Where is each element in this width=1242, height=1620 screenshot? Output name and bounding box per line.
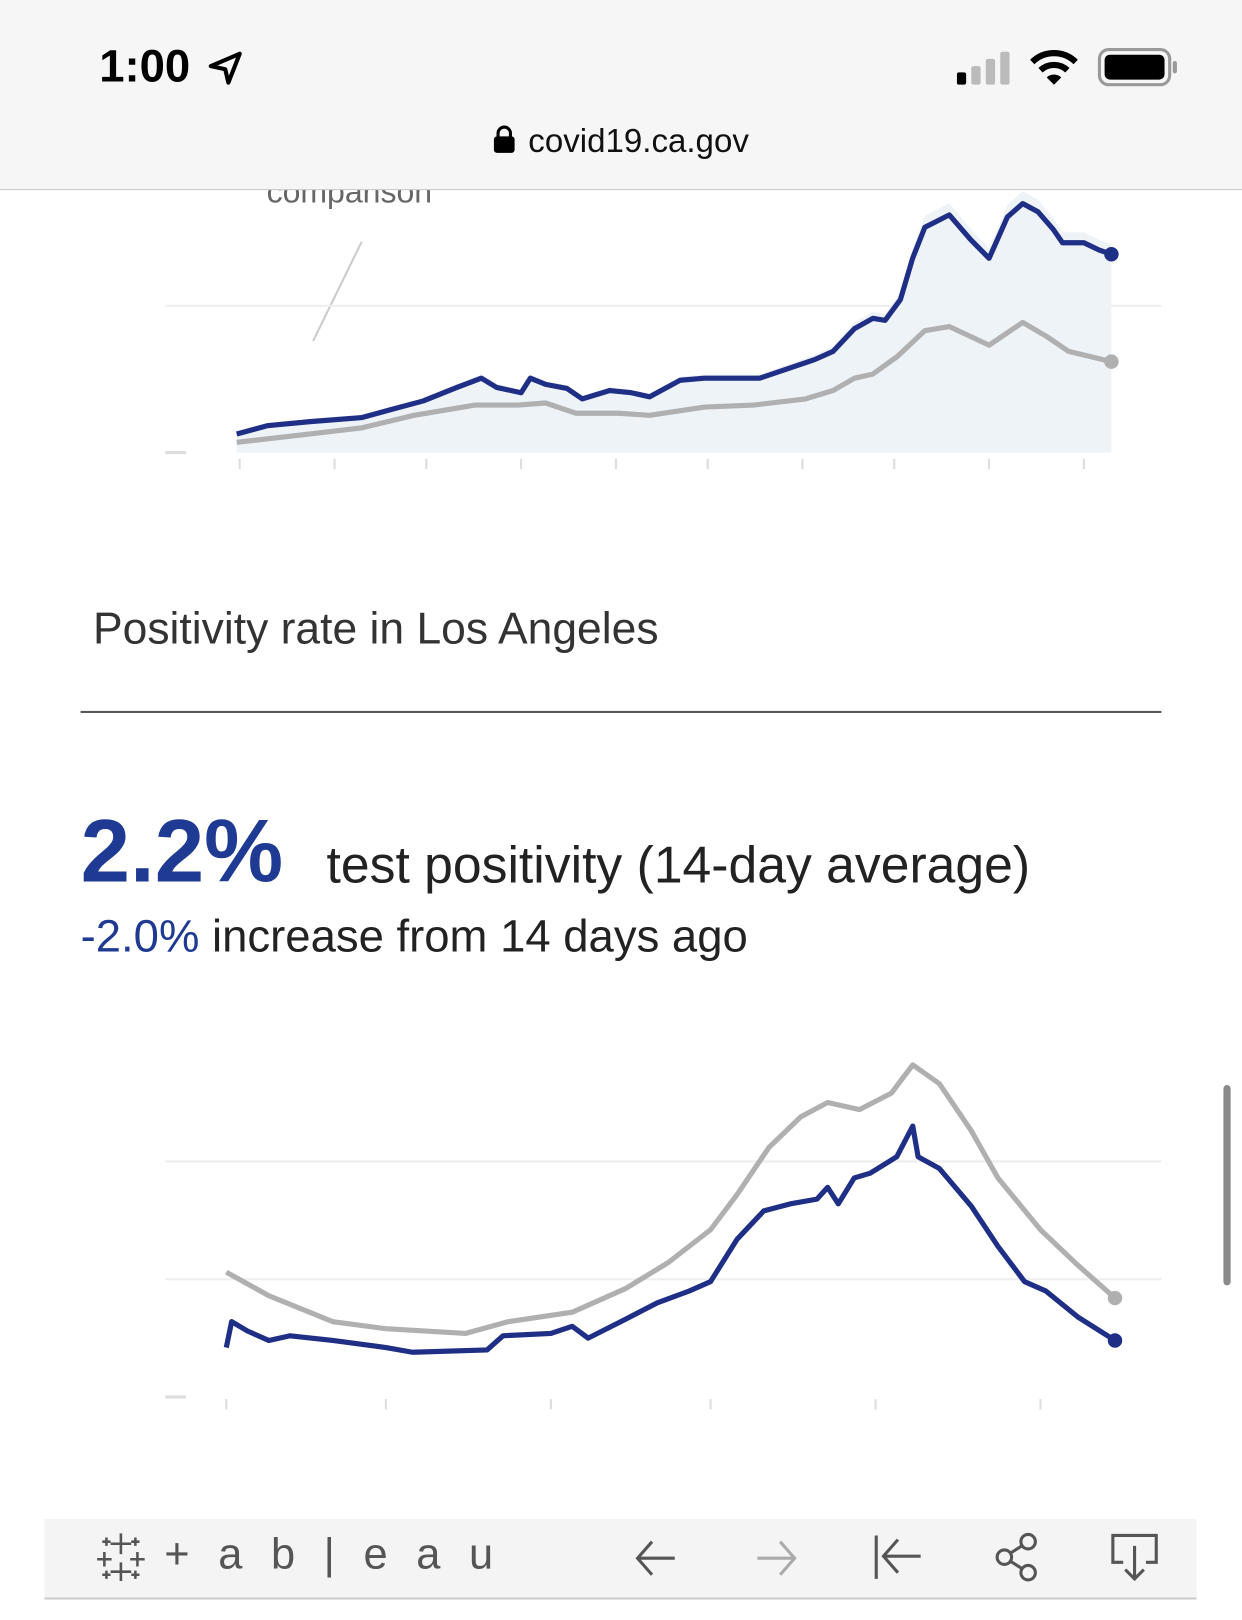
- lock-icon: [494, 125, 515, 153]
- browser-status-bar: 1:00 covid19.ca.gov: [0, 0, 1242, 191]
- comparison-annotation: comparison: [267, 190, 433, 209]
- location-arrow-icon: [208, 51, 242, 85]
- positivity-chart[interactable]: [0, 1033, 1242, 1488]
- la-series-end-point: [1104, 246, 1119, 262]
- change-label: increase from 14 days ago: [212, 911, 748, 963]
- la-series-line: [235, 201, 1113, 437]
- page-scrollbar[interactable]: [1223, 1084, 1231, 1286]
- tableau-toolbar: + a b | e a u: [44, 1518, 1197, 1600]
- change-value: -2.0%: [80, 911, 200, 963]
- cases-chart[interactable]: comparison: [0, 190, 1242, 541]
- wifi-icon: [1030, 50, 1078, 85]
- la-series-line: [223, 1123, 1117, 1355]
- la-series-end-point: [1107, 1333, 1123, 1348]
- comparison-series-line: [225, 1062, 1117, 1336]
- redo-button[interactable]: [753, 1538, 798, 1579]
- address-bar[interactable]: covid19.ca.gov: [0, 122, 1242, 160]
- tableau-logo-text: + a b | e a u: [164, 1529, 502, 1578]
- comparison-series-end-point: [1104, 354, 1119, 369]
- positivity-label: test positivity (14-day average): [326, 835, 1031, 894]
- url-text: covid19.ca.gov: [528, 121, 749, 160]
- download-button[interactable]: [1109, 1531, 1161, 1585]
- positivity-value: 2.2%: [80, 801, 284, 902]
- comparison-series-line: [236, 319, 1113, 445]
- battery-icon: [1097, 48, 1177, 87]
- annotation-leader-line: [312, 241, 363, 342]
- positivity-change: -2.0% increase from 14 days ago: [81, 911, 748, 963]
- share-button[interactable]: [993, 1531, 1041, 1583]
- revert-button[interactable]: [873, 1533, 925, 1581]
- tableau-logo-icon: [97, 1533, 145, 1581]
- clock: 1:00: [99, 41, 191, 92]
- divider: [80, 710, 1162, 713]
- section-title: Positivity rate in Los Angeles: [92, 604, 659, 655]
- comparison-series-end-point: [1107, 1290, 1123, 1306]
- signal-icon: [956, 51, 1010, 85]
- undo-button[interactable]: [633, 1538, 678, 1579]
